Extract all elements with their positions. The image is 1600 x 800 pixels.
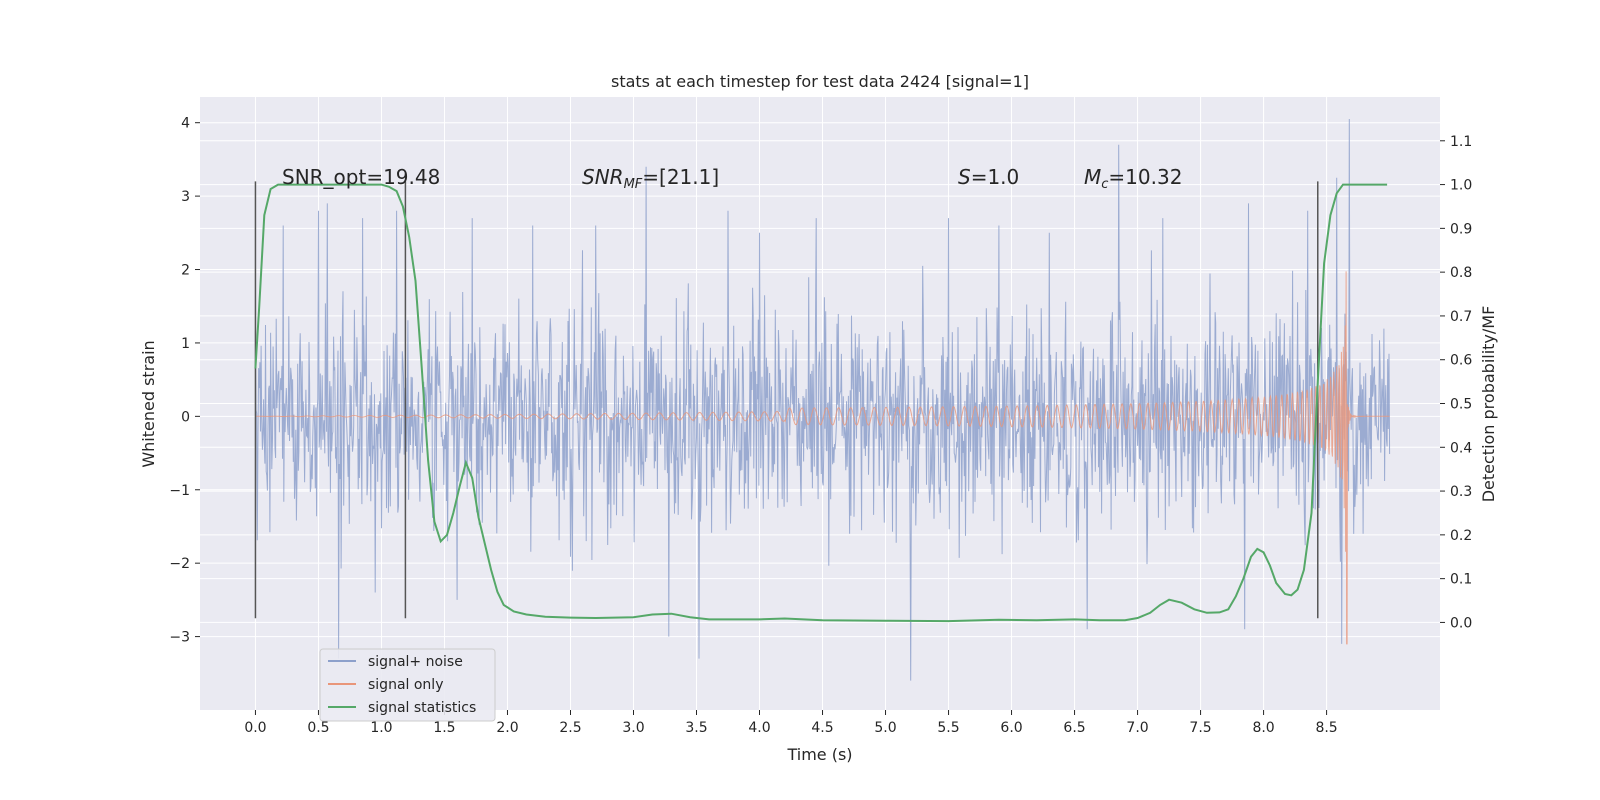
y-tick-label-right: 0.9 bbox=[1450, 221, 1472, 237]
x-tick-label: 8.5 bbox=[1315, 720, 1337, 736]
annotation-mc: Mc=10.32 bbox=[1084, 165, 1182, 192]
annotation-mc-value: =10.32 bbox=[1108, 165, 1182, 189]
y-tick-label-right: 0.3 bbox=[1450, 484, 1472, 500]
legend-box bbox=[319, 648, 496, 722]
x-tick-label: 0.5 bbox=[307, 720, 329, 736]
x-tick-label: 7.0 bbox=[1126, 720, 1148, 736]
x-axis-label: Time (s) bbox=[786, 745, 852, 764]
annotation-s-value: =1.0 bbox=[971, 165, 1020, 189]
y-tick-label-left: 3 bbox=[181, 189, 190, 205]
y-tick-label-right: 0.0 bbox=[1450, 615, 1472, 631]
x-tick-label: 1.5 bbox=[433, 720, 455, 736]
y-tick-label-right: 0.4 bbox=[1450, 440, 1472, 456]
legend-label-signal: signal only bbox=[368, 677, 443, 693]
axes: 0.0 0.5 1.0 1.5 2.0 2.5 3.0 3.5 4.0 4.5 5.0 5.5 6.0 6… bbox=[169, 116, 1472, 736]
y-axis-label-left: Whitened strain bbox=[139, 340, 158, 467]
x-tick-label: 8.0 bbox=[1252, 720, 1274, 736]
legend-label-statistics: signal statistics bbox=[368, 700, 476, 716]
x-tick-label: 5.0 bbox=[874, 720, 896, 736]
y-tick-label-right: 1.1 bbox=[1450, 134, 1472, 150]
y-tick-label-left: −2 bbox=[169, 556, 190, 572]
y-tick-label-left: 4 bbox=[181, 116, 190, 132]
annotation-s-symbol: S bbox=[958, 165, 971, 189]
x-tick-label: 5.5 bbox=[937, 720, 959, 736]
y-tick-label-right: 0.5 bbox=[1450, 397, 1472, 413]
y-tick-label-right: 0.2 bbox=[1450, 528, 1472, 544]
y-tick-label-left: −1 bbox=[169, 483, 190, 499]
y-tick-label-left: 2 bbox=[181, 263, 190, 279]
y-tick-label-left: 0 bbox=[181, 409, 190, 425]
series-signal-statistics bbox=[254, 183, 1388, 623]
y-tick-label-right: 0.7 bbox=[1450, 309, 1472, 325]
y-tick-label-right: 1.0 bbox=[1450, 178, 1472, 194]
annotation-s: S=1.0 bbox=[958, 165, 1019, 189]
annotation-snr-mf-subscript: MF bbox=[624, 177, 643, 192]
y-tick-label-left: 1 bbox=[181, 336, 190, 352]
x-tick-label: 2.5 bbox=[559, 720, 581, 736]
annotation-snr-mf: SNRMF=[21.1] bbox=[582, 165, 719, 192]
y-axis-label-right: Detection probability/MF bbox=[1479, 306, 1498, 503]
x-tick-label: 3.5 bbox=[685, 720, 707, 736]
x-tick-label: 4.0 bbox=[748, 720, 770, 736]
annotation-snr-mf-symbol: SNR bbox=[582, 165, 624, 189]
x-tick-label: 6.5 bbox=[1063, 720, 1085, 736]
series-signal-only bbox=[255, 271, 1390, 645]
annotation-mc-symbol: M bbox=[1084, 165, 1101, 189]
x-tick-label: 2.0 bbox=[496, 720, 518, 736]
x-tick-label: 1.0 bbox=[370, 720, 392, 736]
annotation-snr-opt: SNR_opt=19.48 bbox=[282, 165, 440, 189]
annotation-mc-subscript: c bbox=[1101, 177, 1108, 192]
annotation-snr-mf-value: =[21.1] bbox=[642, 165, 719, 189]
x-tick-label: 4.5 bbox=[811, 720, 833, 736]
legend-label-noise: signal+ noise bbox=[368, 654, 463, 670]
y-tick-label-left: −3 bbox=[169, 630, 190, 646]
x-tick-label: 3.0 bbox=[622, 720, 644, 736]
y-tick-label-right: 0.6 bbox=[1450, 353, 1472, 369]
y-tick-label-right: 0.1 bbox=[1450, 572, 1472, 588]
x-tick-label: 6.0 bbox=[1000, 720, 1022, 736]
legend: signal+ noise signal only signal statist… bbox=[319, 648, 496, 722]
data-layer bbox=[254, 118, 1391, 681]
x-tick-label: 0.0 bbox=[244, 720, 266, 736]
x-tick-label: 7.5 bbox=[1189, 720, 1211, 736]
chart-title: stats at each timestep for test data 242… bbox=[611, 72, 1029, 91]
y-tick-label-right: 0.8 bbox=[1450, 265, 1472, 281]
